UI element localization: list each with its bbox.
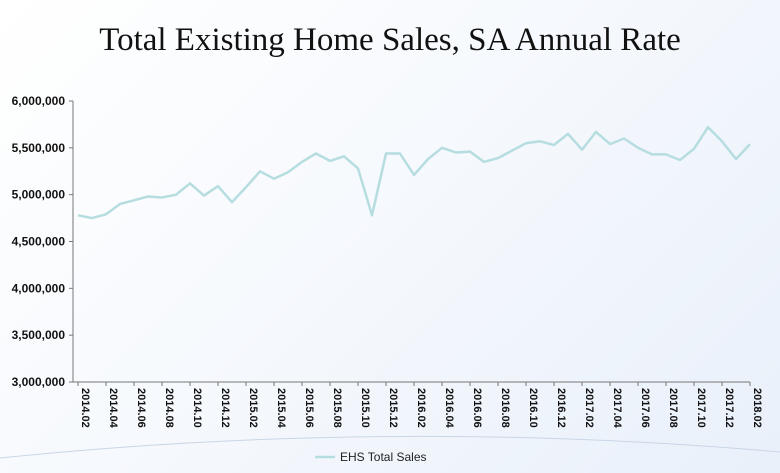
- chart-title: Total Existing Home Sales, SA Annual Rat…: [99, 22, 681, 58]
- series-layer: [77, 125, 751, 220]
- x-tick-label: 2014.10: [191, 388, 203, 428]
- x-tick-label: 2015.10: [359, 388, 371, 428]
- x-tick-label: 2016.02: [415, 388, 427, 428]
- x-tick-label: 2015.06: [303, 388, 315, 428]
- y-tick-label: 3,000,000: [12, 375, 66, 389]
- y-tick-label: 6,000,000: [12, 94, 66, 108]
- y-axis: 6,000,000 5,500,000 5,000,000 4,500,000 4,00…: [12, 94, 74, 389]
- x-tick-label: 2017.12: [723, 388, 735, 428]
- y-tick-label: 5,500,000: [12, 141, 66, 155]
- x-tick-label: 2014.06: [135, 388, 147, 428]
- x-tick-label: 2016.10: [527, 388, 539, 428]
- x-tick-label: 2017.06: [639, 388, 651, 428]
- x-tick-label: 2017.10: [695, 388, 707, 428]
- legend-label: EHS Total Sales: [340, 450, 427, 464]
- x-tick-label: 2018.02: [751, 388, 763, 428]
- x-tick-label: 2017.02: [583, 388, 595, 428]
- x-tick-label: 2017.04: [611, 388, 623, 429]
- series-line: [77, 125, 751, 220]
- x-tick-label: 2014.04: [107, 388, 119, 429]
- y-tick-label: 3,500,000: [12, 328, 66, 342]
- x-tick-label: 2016.12: [555, 388, 567, 428]
- x-tick-label: 2016.04: [443, 388, 455, 429]
- x-tick-label: 2015.12: [387, 388, 399, 428]
- x-axis: 2014.02 2014.04 2014.06 2014.08 2014.10 2014.…: [73, 381, 763, 429]
- x-tick-label: 2017.08: [667, 388, 679, 428]
- x-tick-label: 2016.06: [471, 388, 483, 428]
- y-tick-label: 4,500,000: [12, 235, 66, 249]
- x-tick-label: 2014.08: [163, 388, 175, 428]
- x-tick-label: 2014.02: [79, 388, 91, 428]
- legend: EHS Total Sales: [315, 450, 427, 464]
- y-tick-label: 4,000,000: [12, 281, 66, 295]
- y-tick-label: 5,000,000: [12, 188, 66, 202]
- x-tick-label: 2015.04: [275, 388, 287, 429]
- x-tick-label: 2014.12: [219, 388, 231, 428]
- x-tick-label: 2015.02: [247, 388, 259, 428]
- x-tick-label: 2016.08: [499, 388, 511, 428]
- x-tick-label: 2015.08: [331, 388, 343, 428]
- decorative-arc: [0, 435, 780, 459]
